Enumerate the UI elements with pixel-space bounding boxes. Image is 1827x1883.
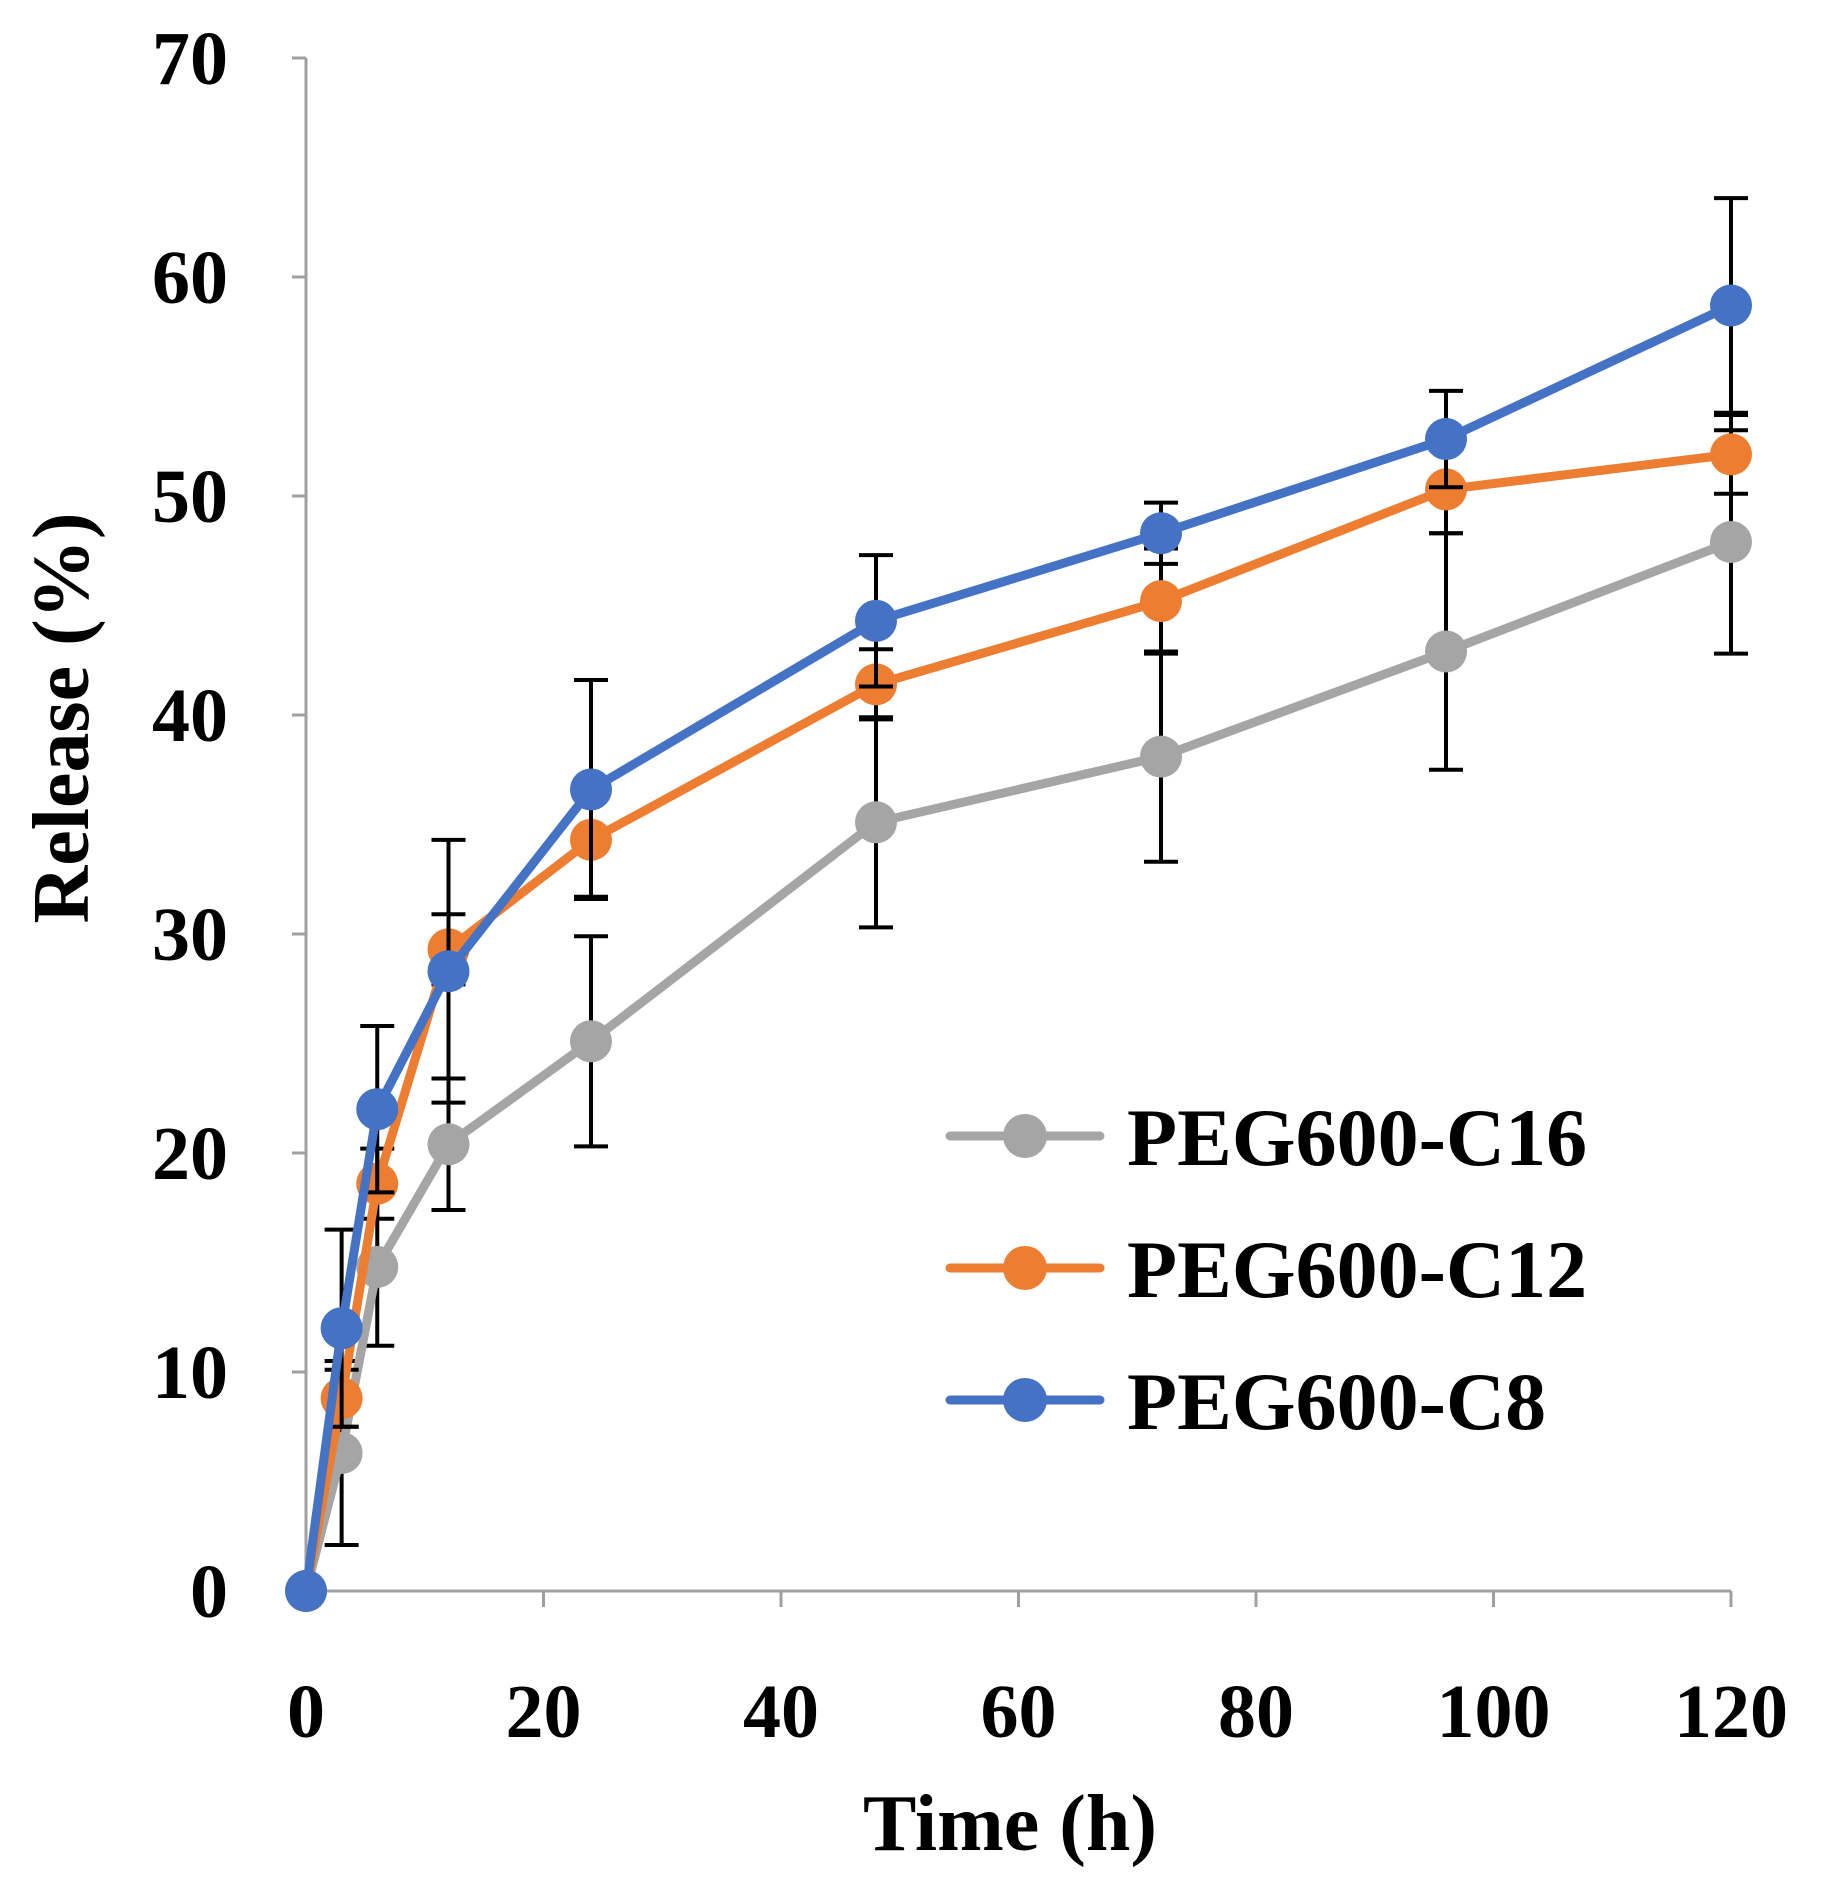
- data-point: [427, 1123, 470, 1166]
- data-point: [855, 801, 897, 844]
- data-point: [1140, 735, 1182, 778]
- y-tick-label: 30: [152, 893, 228, 977]
- legend-swatch-marker: [1003, 1114, 1047, 1158]
- data-points: [285, 284, 1752, 1612]
- data-point: [570, 1020, 612, 1063]
- x-tick-label: 20: [506, 1670, 582, 1754]
- x-tick-label: 40: [743, 1670, 819, 1754]
- data-point: [1425, 630, 1467, 673]
- x-tick-label: 60: [981, 1670, 1057, 1754]
- x-tick-label: 100: [1437, 1670, 1551, 1754]
- data-points: [285, 520, 1752, 1612]
- x-tick-label: 120: [1674, 1670, 1788, 1754]
- y-tick-label: 60: [152, 236, 228, 320]
- legend-item: PEG600-C8: [945, 1356, 1546, 1447]
- y-tick-label: 20: [152, 1112, 228, 1196]
- data-point: [1710, 433, 1752, 476]
- data-point: [427, 950, 470, 993]
- x-ticks: 0 20 40 60 80 100 120: [287, 1591, 1788, 1754]
- legend-label: PEG600-C12: [1127, 1224, 1587, 1315]
- legend-item: PEG600-C16: [945, 1092, 1587, 1183]
- data-point: [1710, 284, 1752, 327]
- series-layer: [285, 196, 1752, 1612]
- data-point: [356, 1088, 399, 1131]
- y-tick-label: 70: [152, 17, 228, 101]
- x-tick-label: 0: [287, 1670, 325, 1754]
- series-peg600-c8: [285, 196, 1752, 1612]
- data-point: [570, 768, 612, 811]
- data-point: [1140, 512, 1182, 555]
- data-point: [1140, 580, 1182, 623]
- legend-label: PEG600-C8: [1127, 1356, 1546, 1447]
- data-point: [855, 599, 897, 642]
- y-ticks: 0 10 20 30 40 50 60 70: [152, 17, 306, 1634]
- x-axis-title: Time (h): [863, 1780, 1157, 1868]
- y-tick-label: 50: [152, 455, 228, 539]
- data-point: [1710, 520, 1752, 563]
- x-tick-label: 80: [1218, 1670, 1294, 1754]
- data-point: [320, 1307, 363, 1350]
- legend: PEG600-C16 PEG600-C12 PEG600-C8: [945, 1092, 1587, 1447]
- y-tick-label: 40: [152, 674, 228, 758]
- legend-label: PEG600-C16: [1127, 1092, 1587, 1183]
- legend-item: PEG600-C12: [945, 1224, 1587, 1315]
- y-axis-title: Release (%): [18, 513, 106, 924]
- data-point: [1425, 418, 1467, 461]
- legend-swatch-marker: [1003, 1246, 1047, 1290]
- data-point: [1425, 468, 1467, 511]
- data-point: [285, 1570, 327, 1612]
- legend-swatch-marker: [1003, 1378, 1047, 1422]
- y-tick-label: 0: [190, 1550, 228, 1634]
- y-tick-label: 10: [152, 1331, 228, 1415]
